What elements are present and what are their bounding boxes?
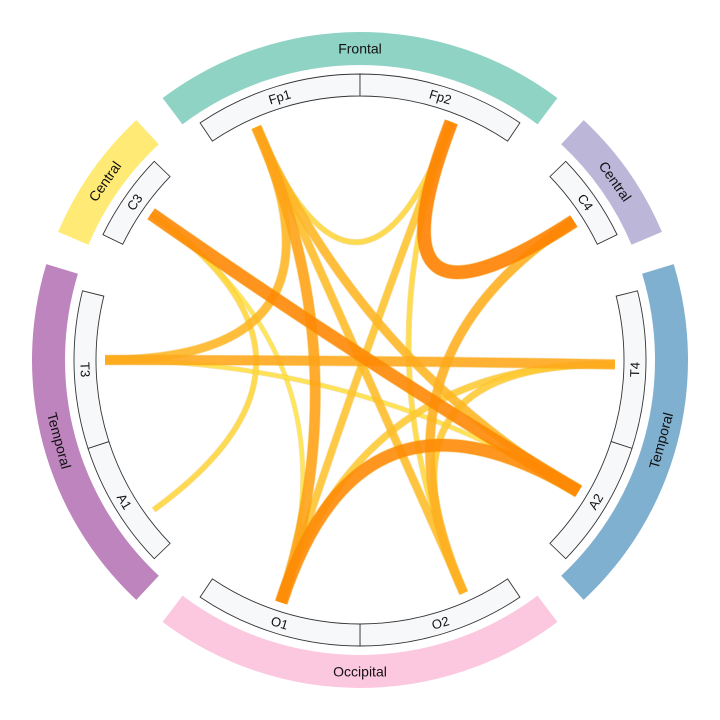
electrode-segment[interactable] xyxy=(549,160,618,245)
connection-fp1-o1[interactable] xyxy=(251,124,321,605)
electrode-t4[interactable]: T4 xyxy=(610,290,647,449)
region-band xyxy=(162,32,558,125)
region-band xyxy=(162,595,558,688)
region-frontal-0: Frontal xyxy=(162,32,558,125)
electrode-segment[interactable] xyxy=(102,160,171,245)
electrode-segment[interactable] xyxy=(549,441,633,560)
connection-ribbon[interactable] xyxy=(251,124,321,605)
electrode-t3[interactable]: T3 xyxy=(73,290,110,449)
electrode-label: Fp1 xyxy=(267,87,293,108)
electrode-segment[interactable] xyxy=(359,73,521,142)
electrode-fp2[interactable]: Fp2 xyxy=(359,73,521,142)
connection-fp2-c4[interactable] xyxy=(416,119,578,280)
region-occipital-3: Occipital xyxy=(162,595,558,688)
electrode-ring: Fp1 Fp2 C4 T4 A2 O2 O1 A1 T3 C3 xyxy=(73,73,647,647)
electrode-label: A2 xyxy=(585,491,606,512)
electrode-label: O2 xyxy=(430,613,451,632)
electrode-o2[interactable]: O2 xyxy=(359,578,521,647)
connection-ribbon[interactable] xyxy=(425,217,577,595)
electrode-label: A1 xyxy=(114,491,135,512)
electrode-c4[interactable]: C4 xyxy=(549,160,618,245)
connection-ribbon[interactable] xyxy=(417,119,578,279)
connection-c4-o2[interactable] xyxy=(424,216,577,596)
electrode-o1[interactable]: O1 xyxy=(199,578,361,647)
region-band xyxy=(561,120,662,245)
region-label: Frontal xyxy=(338,41,382,57)
connection-ribbons xyxy=(104,119,616,605)
electrode-label: T3 xyxy=(77,362,93,378)
region-temporal-4: Temporal xyxy=(32,264,159,600)
electrode-label: T4 xyxy=(627,362,643,378)
connection-c3-a2[interactable] xyxy=(147,207,583,498)
region-temporal-2: Temporal xyxy=(561,264,688,600)
connection-ribbon[interactable] xyxy=(147,208,582,497)
electrode-label: Fp2 xyxy=(427,87,453,108)
electrode-label: O1 xyxy=(269,613,290,632)
region-label: Occipital xyxy=(333,664,387,680)
electrode-segment[interactable] xyxy=(73,290,110,449)
electrode-segment[interactable] xyxy=(199,578,361,647)
electrode-a2[interactable]: A2 xyxy=(549,441,633,560)
region-band xyxy=(561,264,688,600)
electrode-c3[interactable]: C3 xyxy=(102,160,171,245)
region-band xyxy=(58,120,159,245)
region-band xyxy=(32,264,159,600)
